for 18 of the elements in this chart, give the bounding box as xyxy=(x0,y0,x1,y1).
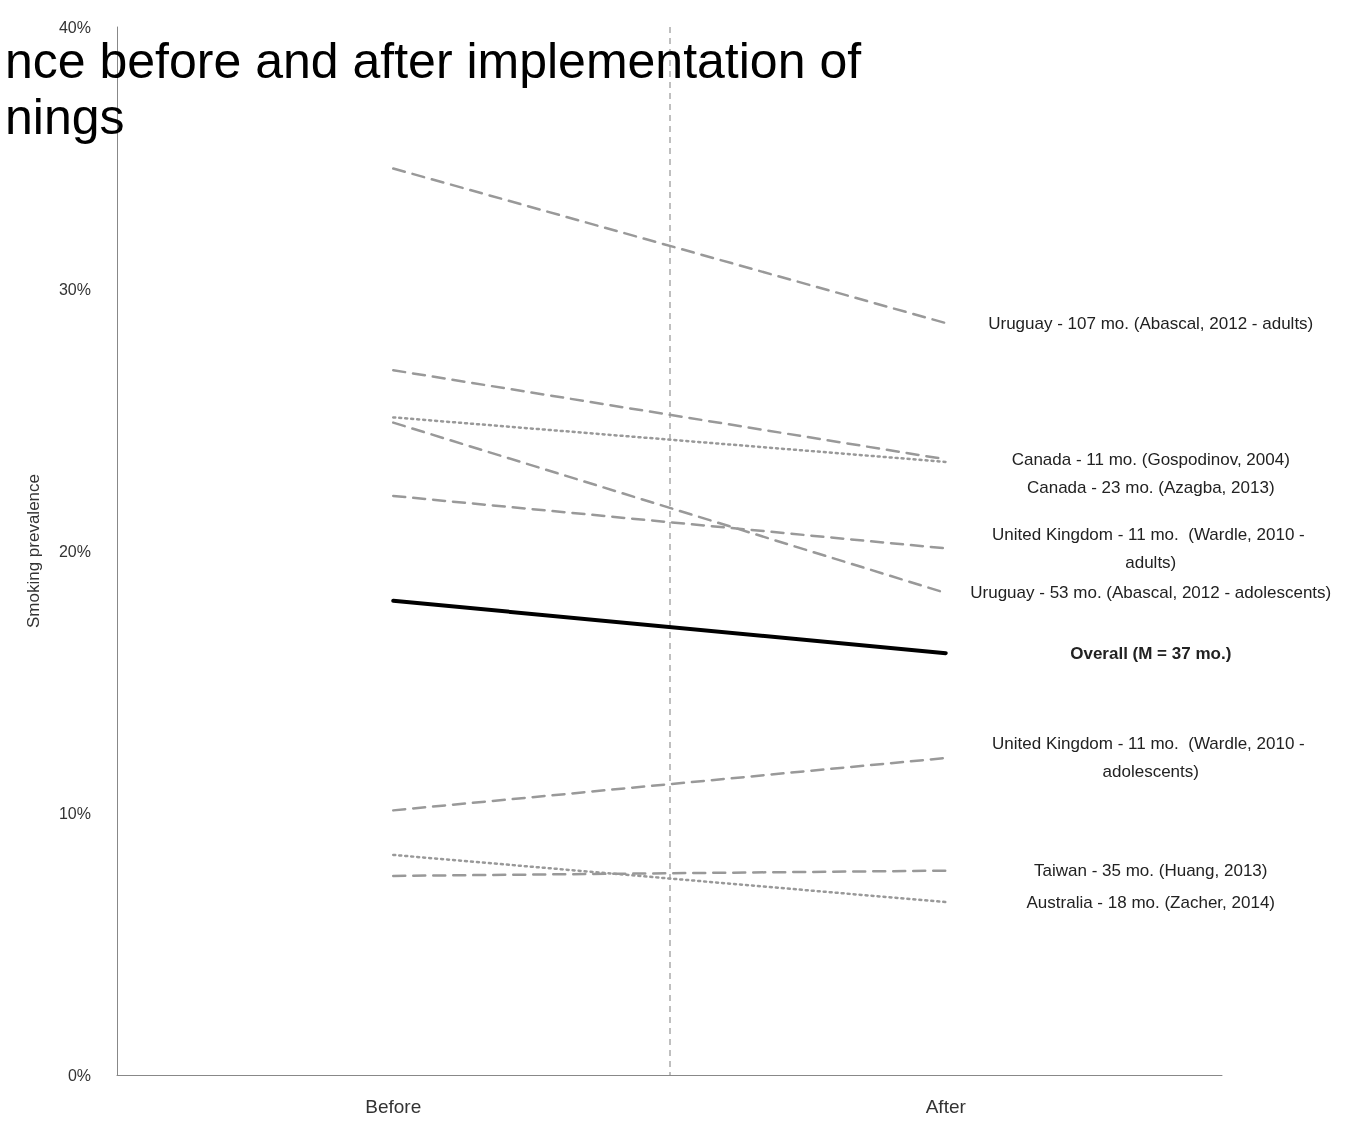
y-tick-label: 40% xyxy=(58,18,91,36)
text: Canada - 11 mo. (Gospodinov, 2004) xyxy=(1011,449,1290,469)
y-tick-label: 30% xyxy=(58,280,91,298)
text: Overall (M = 37 mo.) xyxy=(1070,643,1232,663)
x-tick-label: After xyxy=(925,1096,967,1117)
text: United Kingdom - 11 mo. (Wardle, 2010 - adults) xyxy=(992,524,1310,572)
text: United Kingdom - 11 mo. (Wardle, 2010 - adolescents) xyxy=(992,734,1310,782)
y-axis-title: Smoking prevalence xyxy=(24,473,43,629)
y-tick-label: 0% xyxy=(67,1066,91,1084)
y-tick-label: 10% xyxy=(58,804,91,822)
text: Australia - 18 mo. (Zacher, 2014) xyxy=(1026,892,1276,912)
text: Taiwan - 35 mo. (Huang, 2013) xyxy=(1034,861,1268,881)
text: nce before and after implementation of nings xyxy=(5,33,862,145)
text: Canada - 23 mo. (Azagba, 2013) xyxy=(1026,477,1275,497)
x-tick-label: Before xyxy=(365,1096,422,1117)
text: Uruguay - 107 mo. (Abascal, 2012 - adults) xyxy=(988,313,1314,333)
y-tick-label: 20% xyxy=(58,542,91,560)
series-label: Uruguay - 53 mo. (Abascal, 2012 - adolescents) xyxy=(970,583,1332,603)
